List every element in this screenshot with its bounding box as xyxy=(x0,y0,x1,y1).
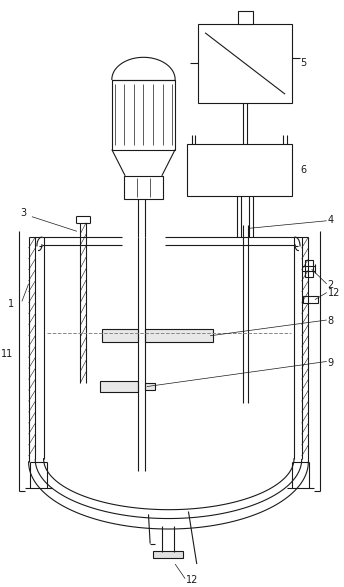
Text: 6: 6 xyxy=(300,165,306,175)
Text: 12: 12 xyxy=(327,288,340,298)
Text: 2: 2 xyxy=(327,280,334,290)
Bar xyxy=(123,176,163,199)
Bar xyxy=(112,79,175,150)
Bar xyxy=(303,296,318,303)
Bar xyxy=(238,11,252,24)
Bar xyxy=(100,382,139,392)
Text: 8: 8 xyxy=(327,316,334,326)
Text: 4: 4 xyxy=(327,215,334,225)
Text: 3: 3 xyxy=(20,208,26,218)
Bar xyxy=(305,261,313,277)
Text: 5: 5 xyxy=(300,59,306,69)
Bar xyxy=(102,329,139,342)
Bar xyxy=(153,551,183,558)
Bar xyxy=(145,383,155,390)
Text: 9: 9 xyxy=(327,357,334,367)
Bar xyxy=(145,329,213,342)
Bar xyxy=(187,144,292,196)
Bar xyxy=(198,24,292,103)
Text: 12: 12 xyxy=(186,575,198,585)
Text: 1: 1 xyxy=(8,299,14,309)
Text: 11: 11 xyxy=(1,349,14,359)
